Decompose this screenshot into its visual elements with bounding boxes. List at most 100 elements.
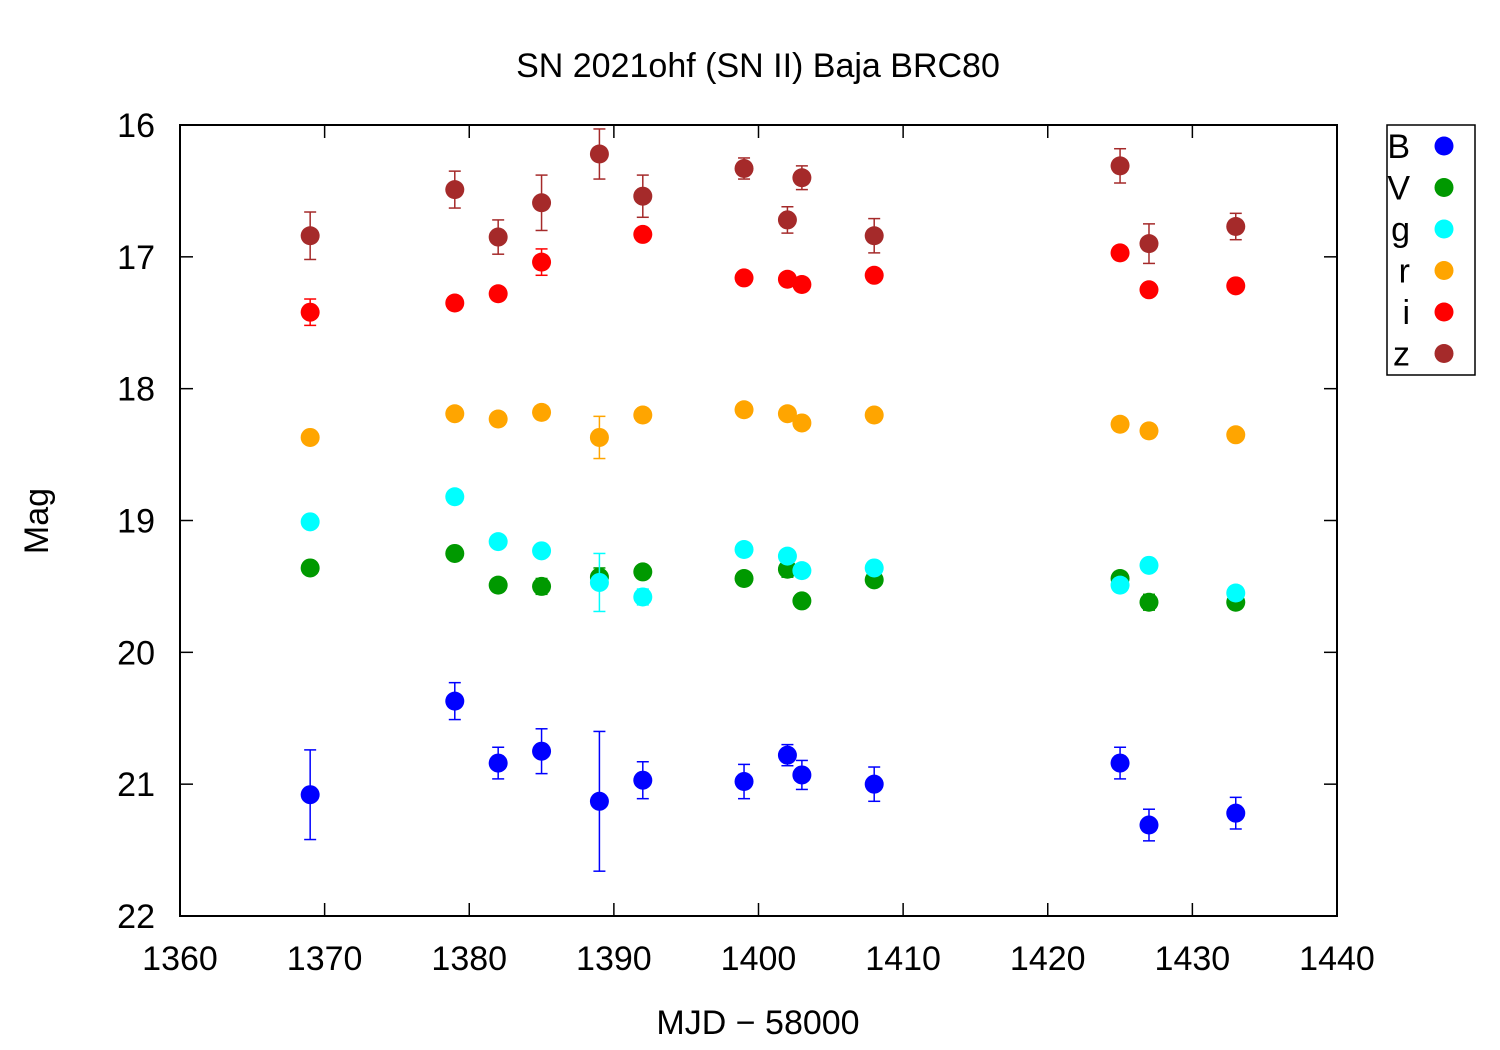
data-point-z [777,210,797,230]
data-point-g [1110,575,1130,595]
data-point-V [1139,592,1159,612]
data-point-g [589,572,609,592]
y-axis-label: Mag [18,488,56,554]
data-point-i [300,302,320,322]
data-point-i [734,268,754,288]
data-point-g [1139,555,1159,575]
data-point-r [532,402,552,422]
y-tick-label: 16 [117,107,155,145]
data-point-g [864,558,884,578]
data-point-z [1110,156,1130,176]
y-tick-label: 22 [117,898,155,936]
data-point-i [864,265,884,285]
data-point-r [589,427,609,447]
legend-label: V [1387,170,1410,208]
data-point-r [864,405,884,425]
legend-marker-g [1434,219,1454,239]
data-point-i [445,293,465,313]
x-tick-label: 1410 [865,940,941,978]
series-g [300,487,1246,613]
data-point-B [300,785,320,805]
legend-marker-r [1434,261,1454,280]
data-point-V [300,558,320,578]
data-point-B [589,791,609,811]
data-point-V [532,576,552,596]
data-point-V [792,591,812,611]
legend-marker-V [1434,178,1454,197]
data-point-g [488,532,508,552]
data-point-g [300,512,320,532]
x-tick-label: 1370 [287,940,363,978]
data-point-r [488,409,508,429]
y-tick-label: 20 [117,634,155,672]
axis-ticks: 1360 1370 1380 1390 1400 1410 1420 1430 1440 16 17… [117,107,1375,978]
x-tick-label: 1430 [1155,940,1231,978]
data-point-i [792,275,812,295]
chart-title: SN 2021ohf (SN II) Baja BRC80 [516,47,1000,85]
data-point-z [1226,217,1246,237]
data-point-r [777,404,797,424]
data-point-B [445,691,465,711]
data-point-B [532,741,552,761]
data-point-V [633,562,653,582]
data-point-r [1139,421,1159,441]
legend-marker-z [1434,344,1454,363]
series-B [300,681,1246,872]
data-point-B [488,753,508,773]
data-point-z [445,180,465,200]
x-tick-label: 1400 [721,940,797,978]
data-point-r [633,405,653,425]
data-point-g [792,561,812,581]
data-point-z [1139,234,1159,254]
data-point-B [792,765,812,785]
data-point-i [777,269,797,289]
legend-marker-B [1434,136,1454,156]
data-point-i [1110,243,1130,263]
y-tick-label: 17 [117,239,155,277]
data-point-z [532,193,552,213]
data-point-V [488,575,508,595]
data-point-g [633,587,653,607]
data-point-r [300,427,320,447]
data-point-i [633,224,653,244]
x-tick-label: 1390 [576,940,652,978]
data-point-r [1226,425,1246,445]
y-tick-label: 19 [117,503,155,541]
legend-label: i [1402,294,1410,332]
data-point-r [1110,414,1130,434]
data-point-z [300,226,320,246]
data-point-r [792,413,812,433]
data-point-V [445,543,465,563]
data-point-z [633,186,653,206]
data-point-g [1226,583,1246,603]
data-point-i [532,252,552,272]
legend-label: z [1393,336,1410,374]
data-point-r [734,400,754,420]
data-point-g [777,546,797,566]
series-r [300,400,1246,460]
series-i [300,224,1246,327]
data-point-i [488,284,508,304]
data-point-B [633,770,653,790]
legend-box [1386,124,1476,376]
data-point-B [777,745,797,765]
x-tick-label: 1360 [142,940,218,978]
data-point-z [734,159,754,179]
data-point-B [864,774,884,794]
data-point-r [445,404,465,424]
data-point-z [589,144,609,164]
data-marks [300,128,1246,872]
data-point-z [864,226,884,246]
data-point-g [734,540,754,560]
data-point-B [1110,753,1130,773]
data-point-B [1226,803,1246,823]
x-tick-label: 1380 [431,940,507,978]
x-axis-label: MJD − 58000 [656,1004,859,1042]
data-point-V [734,569,754,589]
data-point-B [734,772,754,792]
data-point-B [1139,815,1159,835]
legend-label: B [1387,128,1410,166]
data-point-V [777,559,797,579]
